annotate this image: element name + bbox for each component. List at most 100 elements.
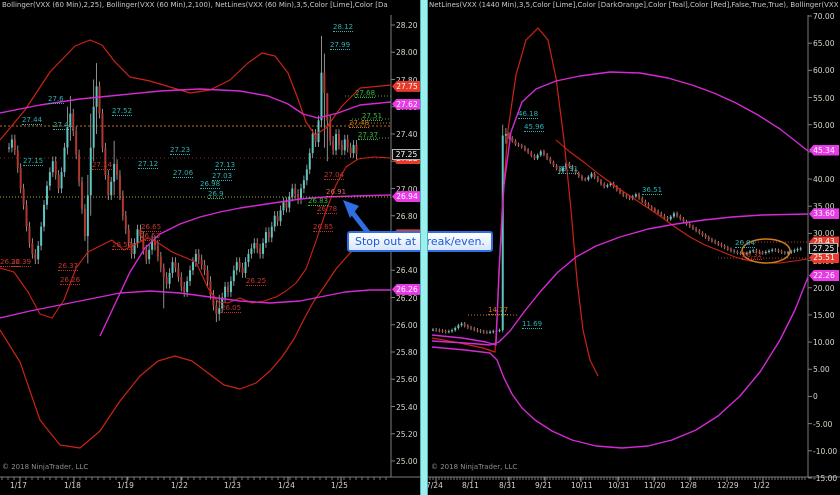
axis-price-label: 15.00 <box>813 310 835 320</box>
axis-price-label: 25.20 <box>396 429 418 439</box>
bollinger25-lower <box>0 235 392 449</box>
price-badge-25.51: 25.51 <box>809 252 839 264</box>
bollinger100-upper <box>0 88 392 119</box>
axis-price-label: 26.20 <box>396 293 418 303</box>
axis-price-label: 28.00 <box>396 48 418 58</box>
price-level-label: 27.37 <box>358 131 379 140</box>
price-badge-33.60: 33.60 <box>809 208 839 220</box>
bollinger100-middle <box>99 194 392 337</box>
axis-price-label: 27.00 <box>396 184 418 194</box>
axis-price-label: 50.00 <box>813 120 835 130</box>
bollinger-lower <box>431 276 809 449</box>
price-level-label: 28.12 <box>333 23 354 32</box>
price-level-label: 26.9 <box>208 190 224 199</box>
panel-divider[interactable] <box>420 0 428 495</box>
axis-date-label: 12/29 <box>717 481 739 490</box>
bollinger-middle <box>431 213 809 346</box>
price-level-label: 27.23 <box>170 146 191 155</box>
candlesticks-left <box>8 35 358 323</box>
axis-price-label: 60.00 <box>813 66 835 76</box>
price-level-label: 27.48 <box>349 119 370 128</box>
indicator-label-right: NetLines(VXX (1440 Min),3,5,Color [Lime]… <box>429 1 838 9</box>
axis-date-label: 1/19 <box>117 481 134 490</box>
price-level-label: 26.26 <box>60 276 81 285</box>
axis-price-label: 25.80 <box>396 348 418 357</box>
price-badge-27.62: 27.62 <box>392 98 422 110</box>
axis-date-label: 8/31 <box>499 481 516 490</box>
price-level-label: 26.37 <box>58 262 79 271</box>
axis-price-label: 26.40 <box>396 266 418 276</box>
axis-price-label: 70.00 <box>813 12 835 21</box>
copyright-right: © 2018 NinjaTrader, LLC <box>431 463 518 471</box>
bollinger100-lower <box>0 289 391 319</box>
price-level-label: 39.91 <box>558 165 579 174</box>
axis-price-label: 40.00 <box>813 175 835 185</box>
axis-price-label: 20.00 <box>813 283 835 293</box>
price-level-label: 11.69 <box>522 320 543 329</box>
axis-price-label: 10.00 <box>813 338 835 348</box>
price-level-label: 27.41 <box>53 121 74 130</box>
price-level-label: 27.13 <box>215 161 236 170</box>
candlesticks-right <box>432 124 802 334</box>
price-level-label: 27.15 <box>23 157 44 166</box>
axis-date-label: 12/8 <box>680 481 697 490</box>
bollinger25-upper <box>0 39 392 141</box>
axis-price-label: 25.60 <box>396 375 418 385</box>
price-badge-27.75: 27.75 <box>392 80 422 92</box>
axis-price-label: 35.00 <box>813 202 835 212</box>
price-level-label: 26.65 <box>313 223 334 232</box>
price-badge-27.25: 27.25 <box>392 148 421 160</box>
price-level-label: 46.18 <box>518 110 539 119</box>
price-level-label: 27.04 <box>324 171 345 180</box>
bollinger-upper <box>431 71 809 346</box>
price-badge-26.26: 26.26 <box>392 283 422 295</box>
price-level-label: 26.32 <box>742 251 763 260</box>
axis-price-label: -10.00 <box>813 446 838 456</box>
price-level-label: 27.68 <box>355 89 376 98</box>
axis-date-label: 1/24 <box>278 481 295 490</box>
price-level-label: 27.99 <box>330 41 351 50</box>
axis-date-label: 1/23 <box>224 481 241 490</box>
price-level-label: 26.53 <box>140 232 161 241</box>
axis-price-label: 28.20 <box>396 21 418 30</box>
axis-price-label: 0 <box>813 392 818 402</box>
axis-price-label: 5.00 <box>813 365 830 375</box>
price-level-label: 45.96 <box>524 123 545 132</box>
price-badge-28.43: 28.43 <box>809 236 839 248</box>
copyright-left: © 2018 NinjaTrader, LLC <box>2 463 89 471</box>
axis-date-label: 1/22 <box>753 481 770 490</box>
callout-arrow-head <box>343 200 359 218</box>
price-level-label: 26.39 <box>11 258 32 267</box>
netline-red-track <box>555 139 809 264</box>
price-level-label: 26.52 <box>112 241 133 250</box>
price-level-label: 27.51 <box>362 112 383 121</box>
price-level-label: 27.6 <box>48 95 64 104</box>
axis-date-label: 1/25 <box>331 481 348 490</box>
axis-date-label: 11/20 <box>644 481 666 490</box>
price-level-label: 27.03 <box>212 172 233 181</box>
price-level-label: 26.32 <box>0 258 21 267</box>
price-badge-27.25: 27.25 <box>809 242 838 254</box>
price-level-label: 36.51 <box>642 186 663 195</box>
annotation-callout[interactable]: Stop out at break/even. <box>347 231 493 252</box>
price-level-label: 27.44 <box>22 116 43 125</box>
price-level-label: 27.52 <box>112 107 133 116</box>
axis-price-label: 27.80 <box>396 75 418 85</box>
axis-price-label: 25.00 <box>396 457 418 466</box>
price-badge-45.34: 45.34 <box>809 144 839 156</box>
price-level-label: 27.06 <box>173 169 194 178</box>
price-level-label: 26.83 <box>308 197 329 206</box>
axis-price-label: -15.00 <box>813 474 838 483</box>
axis-price-label: 55.00 <box>813 93 835 103</box>
price-level-label: 27.12 <box>138 160 159 169</box>
price-level-label: 26.78 <box>317 205 338 214</box>
price-level-label: 26.98 <box>200 180 221 189</box>
axis-price-label: 26.00 <box>396 320 418 330</box>
axis-date-label: 1/17 <box>10 481 27 490</box>
price-level-label: 14.77 <box>488 306 509 315</box>
axis-price-label: 26.80 <box>396 211 418 221</box>
axis-date-label: 8/11 <box>462 481 479 490</box>
price-level-label: 27.14 <box>92 161 113 170</box>
